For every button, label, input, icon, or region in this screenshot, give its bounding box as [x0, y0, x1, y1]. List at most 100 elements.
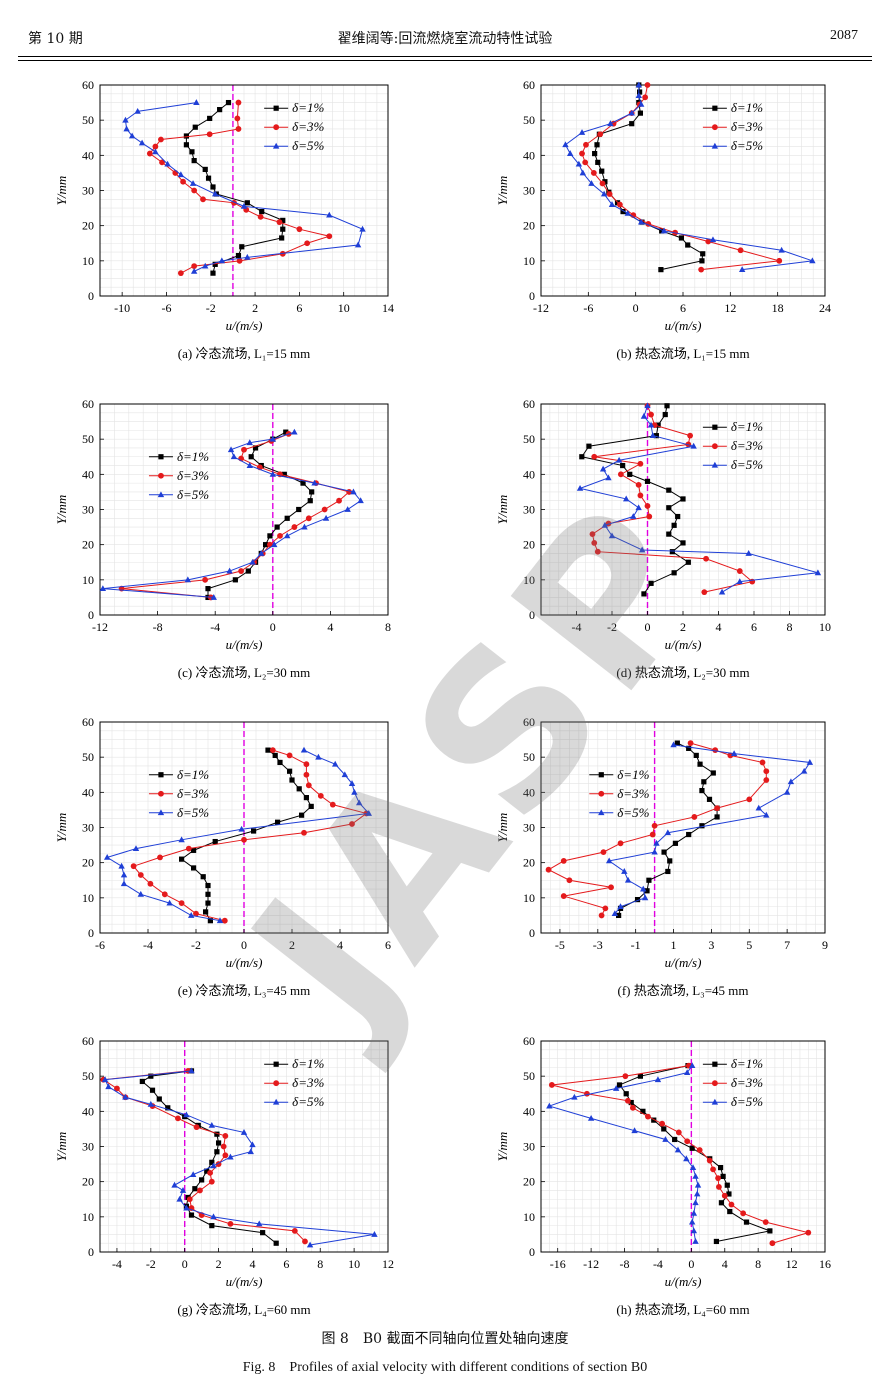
- x-tick-label: -4: [143, 938, 153, 952]
- data-point: [222, 1133, 229, 1139]
- data-point: [269, 747, 276, 754]
- y-tick-label: 0: [529, 608, 535, 622]
- y-tick-label: 40: [82, 467, 94, 481]
- data-point: [763, 768, 770, 775]
- data-point: [587, 1114, 595, 1121]
- data-point: [303, 761, 310, 768]
- data-point: [705, 238, 712, 245]
- data-point: [763, 811, 770, 818]
- data-point: [675, 1129, 682, 1136]
- data-point: [800, 767, 808, 774]
- data-point: [226, 567, 233, 574]
- legend-label: δ=3%: [617, 786, 649, 801]
- data-point: [303, 795, 309, 801]
- data-point: [193, 1124, 200, 1131]
- y-tick-label: 60: [523, 397, 535, 411]
- legend-label: δ=1%: [177, 767, 209, 782]
- x-tick-label: 2: [216, 1257, 222, 1271]
- data-point: [706, 1157, 713, 1164]
- data-point: [186, 1196, 193, 1203]
- series-2: [100, 1067, 308, 1245]
- x-tick-label: 6: [680, 301, 686, 315]
- data-point: [651, 848, 658, 855]
- data-point: [341, 771, 348, 778]
- legend-marker: [711, 124, 718, 131]
- data-point: [280, 217, 286, 223]
- data-point: [188, 1067, 195, 1074]
- data-point: [599, 465, 607, 472]
- data-point: [692, 1172, 699, 1179]
- data-point: [644, 503, 651, 509]
- y-tick-label: 20: [82, 219, 94, 233]
- data-point: [576, 485, 584, 491]
- data-point: [644, 478, 651, 484]
- data-point: [221, 917, 228, 924]
- data-point: [637, 1073, 643, 1079]
- data-point: [205, 175, 212, 181]
- y-tick-label: 0: [529, 1245, 535, 1259]
- data-point: [251, 828, 257, 834]
- data-point: [210, 1213, 217, 1220]
- legend-marker: [598, 790, 605, 797]
- series-1: [579, 403, 691, 597]
- x-tick-label: -12: [533, 301, 549, 315]
- data-point: [637, 110, 643, 116]
- x-tick-label: 4: [337, 938, 343, 952]
- data-point: [667, 858, 673, 864]
- data-point: [637, 492, 644, 499]
- legend-marker: [598, 772, 604, 778]
- data-point: [371, 1231, 378, 1237]
- data-point: [730, 750, 738, 757]
- data-point: [637, 218, 645, 225]
- data-point: [688, 1062, 696, 1069]
- data-point: [787, 778, 795, 785]
- data-point: [178, 900, 185, 907]
- data-point: [629, 121, 635, 127]
- data-point: [710, 770, 716, 776]
- series-line: [578, 405, 819, 593]
- y-tick-label: 50: [523, 113, 535, 127]
- data-point: [273, 1240, 279, 1246]
- data-point: [659, 228, 665, 234]
- data-point: [693, 752, 699, 759]
- data-point: [208, 1122, 216, 1128]
- data-point: [274, 524, 280, 530]
- data-point: [159, 159, 165, 166]
- data-point: [762, 1219, 769, 1226]
- data-point: [710, 1166, 716, 1173]
- data-point: [737, 247, 744, 254]
- panel-caption: (e) 冷态流场, L₃=45 mm: [178, 983, 310, 998]
- data-point: [617, 840, 624, 847]
- data-point: [662, 411, 668, 418]
- data-point: [166, 899, 173, 906]
- data-point: [608, 201, 616, 207]
- series-3: [562, 81, 816, 273]
- x-tick-label: 10: [348, 1257, 360, 1271]
- data-point: [241, 836, 247, 843]
- data-point: [244, 200, 250, 206]
- data-point: [669, 549, 675, 555]
- series-2: [545, 740, 770, 919]
- data-point: [678, 235, 685, 241]
- legend-marker: [158, 454, 164, 460]
- legend-label: δ=1%: [292, 100, 324, 115]
- data-point: [598, 912, 605, 919]
- y-tick-label: 10: [82, 573, 94, 587]
- x-tick-label: 2: [252, 301, 258, 315]
- legend-marker: [712, 424, 718, 430]
- series-line: [580, 405, 690, 595]
- data-point: [210, 270, 216, 276]
- y-tick-label: 30: [82, 1140, 94, 1154]
- y-tick-label: 50: [82, 113, 94, 127]
- panel-caption: (f) 热态流场, L₃=45 mm: [617, 983, 748, 998]
- data-point: [301, 829, 307, 836]
- x-tick-label: 12: [724, 301, 736, 315]
- data-point: [235, 252, 242, 259]
- chart-panel-7: -4 -2 0 2 4 6 8 10 12 0 10 20 30 40 50 60 u/(m/s) Y/mm (g)…: [54, 1034, 394, 1317]
- series-3: [99, 428, 364, 600]
- x-tick-label: 6: [385, 938, 391, 952]
- data-point: [691, 814, 698, 820]
- y-tick-label: 10: [82, 1210, 94, 1224]
- data-point: [628, 1099, 634, 1106]
- data-point: [235, 126, 242, 132]
